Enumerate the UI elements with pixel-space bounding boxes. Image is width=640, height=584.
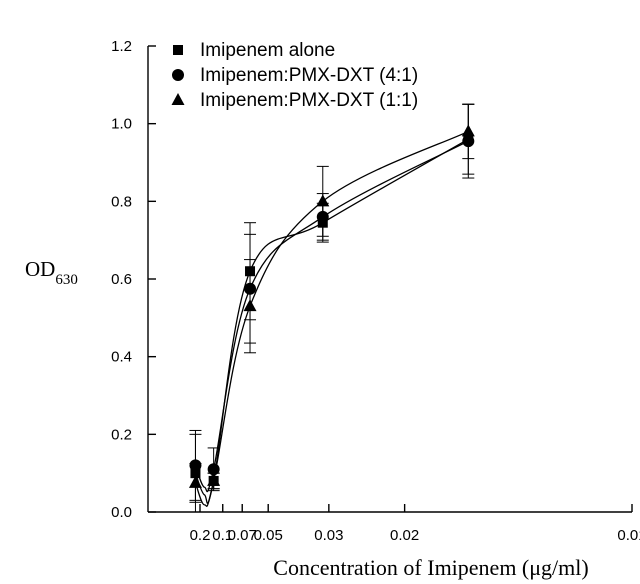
marker-triangle: [188, 475, 202, 488]
x-tick-label: 0.02: [390, 527, 419, 544]
marker-triangle: [243, 299, 257, 312]
x-tick-label: 0.1: [212, 527, 233, 544]
y-tick-label: 1.2: [111, 38, 132, 55]
x-tick-label: 0.05: [254, 527, 283, 544]
marker-circle: [244, 282, 257, 295]
marker-triangle: [316, 194, 330, 207]
y-axis-label-sub: 630: [55, 272, 78, 288]
legend-label: Imipenem:PMX-DXT (4:1): [200, 65, 418, 86]
y-tick-label: 0.2: [111, 426, 132, 443]
axes: 0.00.20.40.60.81.01.20.2 0.10.070.05 0.03 0…: [111, 38, 640, 544]
legend-label: Imipenem:PMX-DXT (1:1): [200, 90, 418, 111]
legend-marker-circle: [172, 69, 184, 81]
x-axis-label: Concentration of Imipenem (μg/ml): [273, 555, 588, 580]
x-tick-label: 0.03: [314, 527, 343, 544]
legend-label: Imipenem alone: [200, 40, 335, 61]
marker-square: [245, 266, 256, 277]
y-axis-label-main: OD: [25, 257, 55, 281]
legend: Imipenem alone Imipenem:PMX-DXT (4:1) Imip…: [171, 40, 418, 111]
legend-marker-square: [173, 45, 183, 55]
marker-triangle: [207, 473, 221, 486]
y-tick-label: 1.0: [111, 116, 132, 133]
y-tick-label: 0.8: [111, 193, 132, 210]
marker-triangle: [461, 124, 475, 137]
marker-circle: [462, 135, 475, 148]
y-tick-label: 0.6: [111, 271, 132, 288]
y-tick-label: 0.4: [111, 349, 132, 366]
marker-circle: [189, 459, 202, 472]
legend-marker-triangle: [171, 93, 185, 105]
x-tick-label: 0.07: [228, 527, 257, 544]
y-axis-label: OD630: [25, 257, 78, 288]
marker-square: [190, 468, 201, 479]
fit-curve-1: [194, 138, 469, 504]
fit-curve-2: [194, 140, 469, 493]
x-tick-label: 0.2: [190, 527, 211, 544]
error-bars: [189, 103, 475, 513]
y-tick-label: 0.0: [111, 504, 132, 521]
marker-circle: [207, 463, 220, 476]
fit-curve-3: [194, 130, 469, 507]
fit-curves: [194, 130, 469, 507]
x-tick-label: 0.01: [617, 527, 640, 544]
markers: [188, 124, 475, 488]
marker-circle: [316, 210, 329, 223]
